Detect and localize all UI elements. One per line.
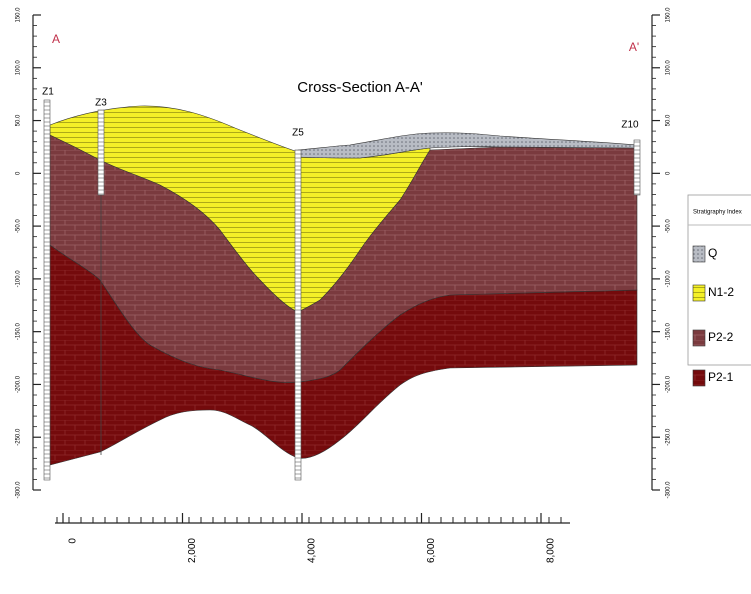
axis-label: 150.0 <box>666 7 672 23</box>
legend-swatch <box>693 330 705 346</box>
axis-label: -100.0 <box>16 270 22 288</box>
borehole-label: Z5 <box>292 128 304 139</box>
axis-label: -50.0 <box>16 219 22 233</box>
axis-label: 0 <box>16 171 22 175</box>
axis-label: 0 <box>666 171 672 175</box>
axis-label: 4,000 <box>307 538 318 563</box>
legend-title: Stratigraphy Index <box>693 210 742 216</box>
axis-label: -150.0 <box>666 322 672 340</box>
legend-label: N1-2 <box>708 285 734 299</box>
borehole-label: Z10 <box>621 120 639 131</box>
axis-label: 50.0 <box>666 114 672 126</box>
axis-label: -250.0 <box>16 428 22 446</box>
borehole <box>44 100 50 480</box>
legend-swatch <box>693 246 705 262</box>
axis-label: 2,000 <box>187 538 198 563</box>
axis-label: 100.0 <box>16 60 22 76</box>
end-label: A' <box>629 40 639 54</box>
legend-swatch <box>693 370 705 386</box>
cross-section: Z1 Z3 Z5 Z10 Cross-Section A-A' A A' Str… <box>0 0 751 594</box>
axis-label: 100.0 <box>666 60 672 76</box>
axis-label: -100.0 <box>666 270 672 288</box>
borehole <box>295 150 301 480</box>
legend-label: Q <box>708 246 717 260</box>
legend-swatch <box>693 285 705 301</box>
axis-label: -200.0 <box>666 375 672 393</box>
axis-label: -300.0 <box>16 481 22 499</box>
borehole-label: Z3 <box>95 98 107 109</box>
borehole-label: Z1 <box>42 87 54 98</box>
legend-label: P2-1 <box>708 370 734 384</box>
end-label: A <box>52 32 60 46</box>
axis-label: 150.0 <box>16 7 22 23</box>
axis-label: -200.0 <box>16 375 22 393</box>
axis-label: 50.0 <box>16 114 22 126</box>
axis-label: 8,000 <box>546 538 557 563</box>
axis-label: 0 <box>68 538 79 544</box>
axis-label: 6,000 <box>426 538 437 563</box>
axis-label: -300.0 <box>666 481 672 499</box>
axis-label: -150.0 <box>16 322 22 340</box>
axis-label: -250.0 <box>666 428 672 446</box>
legend-label: P2-2 <box>708 330 734 344</box>
borehole <box>634 140 640 195</box>
title: Cross-Section A-A' <box>297 79 423 96</box>
borehole <box>98 110 104 195</box>
axis-label: -50.0 <box>666 219 672 233</box>
